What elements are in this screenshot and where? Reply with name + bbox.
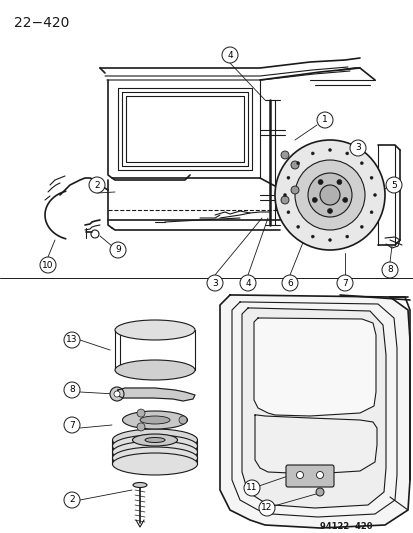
Circle shape [286,211,289,214]
Text: 11: 11 [246,483,257,492]
Polygon shape [254,318,375,416]
Ellipse shape [112,447,197,469]
Circle shape [243,480,259,496]
Circle shape [319,185,339,205]
Circle shape [296,472,303,479]
Circle shape [349,140,365,156]
Circle shape [385,177,401,193]
Ellipse shape [112,429,197,451]
Ellipse shape [133,482,147,488]
Circle shape [311,197,316,203]
Text: 7: 7 [69,421,75,430]
Circle shape [369,211,372,214]
Circle shape [345,152,348,155]
Circle shape [359,225,363,228]
Circle shape [281,275,297,291]
Ellipse shape [112,453,197,475]
Text: 5: 5 [390,181,396,190]
Text: 4: 4 [244,279,250,287]
Text: 7: 7 [341,279,347,287]
Circle shape [342,197,347,203]
Text: 2: 2 [69,496,75,505]
Ellipse shape [132,434,177,446]
FancyBboxPatch shape [285,465,333,487]
Circle shape [311,235,313,238]
Circle shape [373,193,375,197]
Text: 1: 1 [321,116,327,125]
Circle shape [328,149,331,151]
Circle shape [259,500,274,516]
Circle shape [286,176,289,179]
Circle shape [336,275,352,291]
Circle shape [327,208,332,214]
Text: 3: 3 [354,143,360,152]
Text: 6: 6 [287,279,292,287]
Circle shape [336,180,341,184]
Circle shape [307,173,351,217]
Text: 10: 10 [42,261,54,270]
Polygon shape [219,295,409,528]
Ellipse shape [115,360,195,380]
Circle shape [280,151,288,159]
Circle shape [110,242,126,258]
Circle shape [316,112,332,128]
Ellipse shape [145,438,165,442]
Circle shape [283,193,286,197]
Circle shape [114,391,120,397]
Polygon shape [116,388,195,401]
Ellipse shape [112,441,197,463]
Polygon shape [254,415,376,474]
Circle shape [280,196,288,204]
Circle shape [40,257,56,273]
Circle shape [290,186,298,194]
Circle shape [137,423,145,431]
Circle shape [89,177,105,193]
Polygon shape [242,308,385,508]
Text: 4: 4 [227,51,232,60]
Circle shape [137,409,145,417]
Ellipse shape [122,411,187,429]
Circle shape [274,140,384,250]
Circle shape [64,417,80,433]
Circle shape [64,332,80,348]
Circle shape [381,262,397,278]
Circle shape [311,152,313,155]
Ellipse shape [140,416,170,424]
Text: 22−420: 22−420 [14,16,69,30]
Circle shape [290,161,298,169]
Circle shape [315,488,323,496]
Circle shape [240,275,255,291]
Circle shape [294,160,364,230]
Circle shape [316,472,323,479]
Text: 8: 8 [386,265,392,274]
Text: 3: 3 [211,279,217,287]
Text: 12: 12 [261,504,272,513]
Text: 2: 2 [94,181,100,190]
Circle shape [110,387,124,401]
Text: 94122  420: 94122 420 [319,522,372,531]
Text: 13: 13 [66,335,78,344]
Circle shape [221,47,237,63]
Text: 9: 9 [115,246,121,254]
Circle shape [328,238,331,241]
Circle shape [296,225,299,228]
Circle shape [296,161,299,165]
Circle shape [345,235,348,238]
Circle shape [64,492,80,508]
Circle shape [359,161,363,165]
Ellipse shape [112,435,197,457]
Circle shape [64,382,80,398]
Text: 8: 8 [69,385,75,394]
Circle shape [369,176,372,179]
Ellipse shape [115,320,195,340]
Circle shape [206,275,223,291]
Circle shape [317,180,322,184]
Circle shape [178,416,187,424]
